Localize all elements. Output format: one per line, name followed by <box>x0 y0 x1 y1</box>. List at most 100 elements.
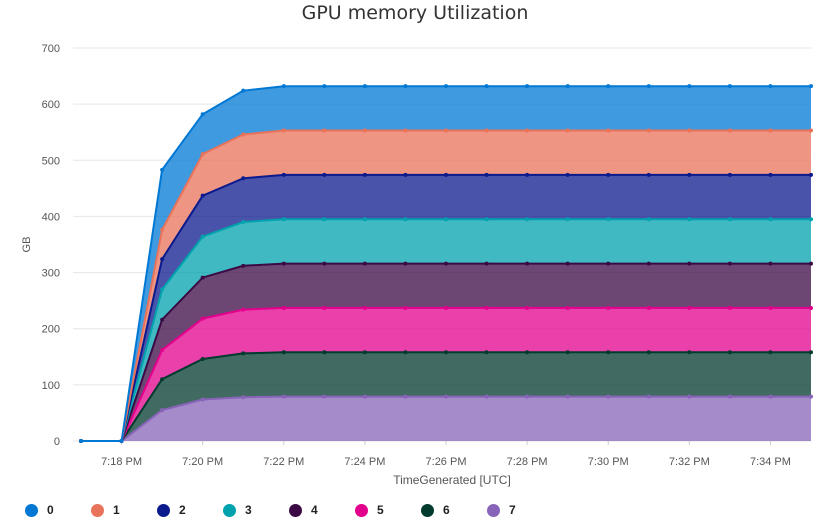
series-0-area <box>81 86 811 441</box>
series-4-point <box>606 261 611 266</box>
series-0-point <box>484 84 489 89</box>
series-1-point <box>768 128 773 133</box>
series-3-point <box>403 217 408 222</box>
series-4-point <box>241 263 246 268</box>
series-5-point <box>809 305 813 310</box>
x-tick-label: 7:26 PM <box>426 456 467 468</box>
legend-item-1[interactable]: 1 <box>91 503 120 517</box>
series-4-point <box>484 261 489 266</box>
series-3-point <box>525 217 530 222</box>
chart-legend: 0 1 2 3 4 5 6 7 <box>0 503 823 525</box>
series-1-point <box>322 128 327 133</box>
legend-item-2[interactable]: 2 <box>157 503 186 517</box>
series-7-point <box>444 394 448 399</box>
series-3-point <box>687 217 692 222</box>
series-7-point <box>727 394 732 399</box>
legend-label: 5 <box>377 503 384 517</box>
legend-label: 3 <box>245 503 252 517</box>
series-1-point <box>444 128 448 133</box>
series-0-point <box>200 112 205 117</box>
series-6-point <box>281 350 286 355</box>
series-7-point <box>403 394 408 399</box>
series-7-point <box>565 394 570 399</box>
series-7-point <box>646 394 651 399</box>
series-4-point <box>160 317 165 322</box>
series-5-point <box>362 305 367 310</box>
series-2-area <box>81 174 811 441</box>
legend-item-7[interactable]: 7 <box>487 503 516 517</box>
series-5-area <box>81 307 811 441</box>
series-2-point <box>322 172 327 177</box>
series-3-point <box>606 217 611 222</box>
series-1-point <box>484 128 489 133</box>
series-2-point <box>646 172 651 177</box>
series-6-point <box>525 350 530 355</box>
series-7-point <box>200 397 205 402</box>
legend-marker <box>421 503 434 517</box>
series-6-point <box>484 350 489 355</box>
series-3-point <box>646 217 651 222</box>
legend-label: 6 <box>443 503 450 517</box>
series-6-point <box>322 350 327 355</box>
series-6-point <box>646 350 651 355</box>
series-1-point <box>403 128 408 133</box>
series-0-point <box>687 84 692 89</box>
series-3-point <box>565 217 570 222</box>
series-0-point <box>322 84 327 89</box>
series-4-point <box>646 261 651 266</box>
series-7-point <box>606 394 611 399</box>
series-7-point <box>768 394 773 399</box>
y-tick-label: 300 <box>42 268 60 280</box>
series-5-point <box>687 305 692 310</box>
series-1-point <box>606 128 611 133</box>
series-6-point <box>362 350 367 355</box>
x-tick-label: 7:22 PM <box>263 456 304 468</box>
legend-item-5[interactable]: 5 <box>355 503 384 517</box>
series-6-point <box>606 350 611 355</box>
x-tick-label: 7:18 PM <box>101 456 142 468</box>
series-5-point <box>525 305 530 310</box>
series-5-point <box>484 305 489 310</box>
series-1-point <box>362 128 367 133</box>
series-0-point <box>727 84 732 89</box>
x-tick-label: 7:24 PM <box>344 456 385 468</box>
series-3-point <box>444 217 448 222</box>
series-2-point <box>362 172 367 177</box>
series-6-point <box>403 350 408 355</box>
series-1-point <box>646 128 651 133</box>
legend-marker <box>91 503 104 517</box>
series-4-point <box>525 261 530 266</box>
series-1-point <box>241 132 246 137</box>
y-axis-label: GB <box>21 237 33 253</box>
series-0-point <box>160 167 165 172</box>
series-2-point <box>727 172 732 177</box>
series-4-point <box>444 261 448 266</box>
series-1-point <box>727 128 732 133</box>
legend-item-6[interactable]: 6 <box>421 503 450 517</box>
series-5-point <box>646 305 651 310</box>
series-0-point <box>565 84 570 89</box>
legend-label: 1 <box>113 503 120 517</box>
series-3-point <box>484 217 489 222</box>
series-1-point <box>281 128 286 133</box>
series-7-point <box>809 394 813 399</box>
series-6-point <box>768 350 773 355</box>
series-6-point <box>444 350 448 355</box>
y-tick-label: 0 <box>54 436 60 448</box>
series-3-point <box>727 217 732 222</box>
x-tick-label: 7:28 PM <box>507 456 548 468</box>
series-5-point <box>281 305 286 310</box>
legend-item-0[interactable]: 0 <box>25 503 54 517</box>
series-1-area <box>81 130 811 441</box>
series-5-point <box>200 316 205 321</box>
legend-item-3[interactable]: 3 <box>223 503 252 517</box>
x-tick-label: 7:20 PM <box>182 456 223 468</box>
legend-label: 2 <box>179 503 186 517</box>
series-6-point <box>565 350 570 355</box>
y-tick-label: 400 <box>42 211 60 223</box>
legend-label: 0 <box>47 503 54 517</box>
y-tick-label: 100 <box>42 380 60 392</box>
series-0-point <box>646 84 651 89</box>
legend-item-4[interactable]: 4 <box>289 503 318 517</box>
series-4-point <box>200 275 205 280</box>
